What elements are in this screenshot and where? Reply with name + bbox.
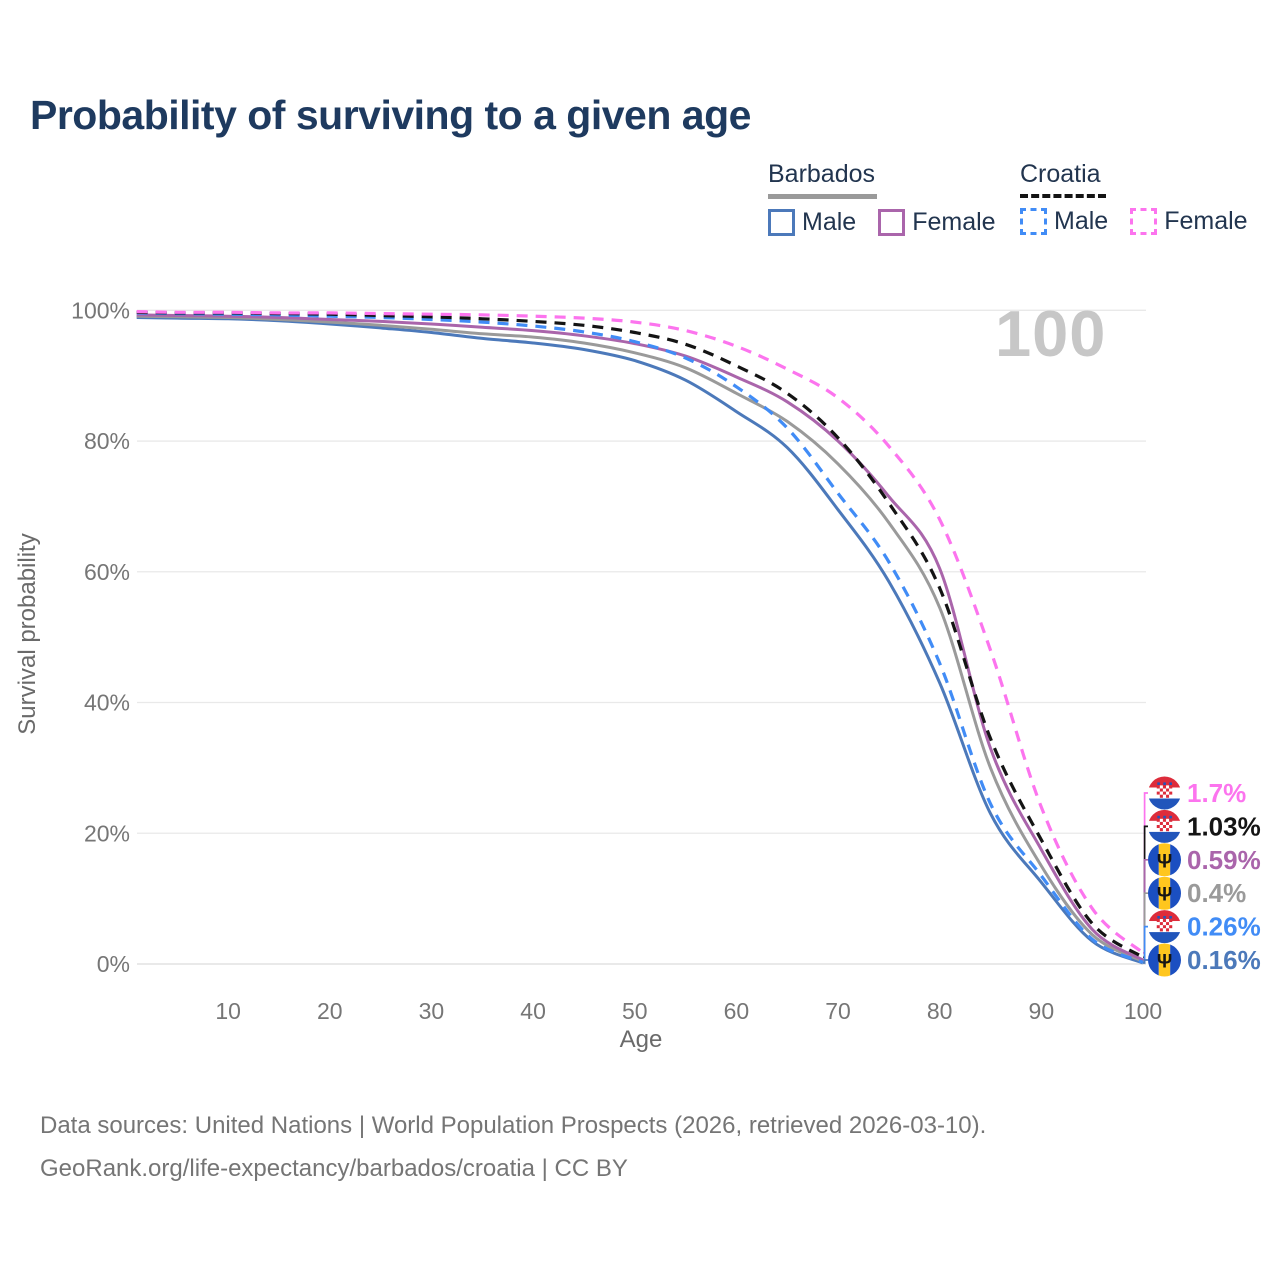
legend-country-label: Barbados bbox=[768, 160, 876, 188]
x-tick-label: 50 bbox=[622, 998, 648, 1024]
attribution-line: GeoRank.org/life-expectancy/barbados/cro… bbox=[40, 1155, 628, 1182]
x-tick-label: 100 bbox=[1124, 998, 1162, 1024]
x-tick-label: 20 bbox=[317, 998, 343, 1024]
x-tick-label: 90 bbox=[1029, 998, 1055, 1024]
y-tick-label: 0% bbox=[97, 951, 130, 977]
svg-text:Ψ: Ψ bbox=[1157, 851, 1172, 872]
legend-group-barbados: Barbados Male Female bbox=[768, 160, 996, 237]
y-tick-label: 100% bbox=[71, 297, 130, 323]
svg-text:Ψ: Ψ bbox=[1157, 885, 1172, 906]
footer: Data sources: United Nations | World Pop… bbox=[40, 1104, 986, 1190]
legend-country-label: Croatia bbox=[1020, 160, 1101, 188]
legend-country-barbados[interactable]: Barbados bbox=[768, 160, 996, 199]
x-tick-label: 60 bbox=[724, 998, 750, 1024]
x-tick-label: 70 bbox=[825, 998, 851, 1024]
legend-group-croatia: Croatia Male Female bbox=[1020, 160, 1248, 236]
x-axis-title: Age bbox=[619, 1026, 663, 1053]
legend-item-label: Male bbox=[802, 208, 857, 236]
end-label-croatia-both-sexes: 1.03% bbox=[1187, 811, 1261, 841]
x-tick-label: 10 bbox=[215, 998, 241, 1024]
y-tick-label: 40% bbox=[84, 690, 130, 716]
legend-item-label: Female bbox=[1164, 207, 1248, 235]
legend-item-barbados-male[interactable]: Male bbox=[768, 208, 856, 237]
end-label-croatia-male: 0.26% bbox=[1187, 912, 1261, 942]
y-tick-label: 80% bbox=[84, 428, 130, 454]
barbados-line-swatch bbox=[768, 194, 877, 199]
croatia-line-swatch bbox=[1020, 194, 1106, 198]
end-label-barbados-male: 0.16% bbox=[1187, 945, 1261, 975]
croatia-flag-icon bbox=[1148, 910, 1181, 944]
legend-item-label: Female bbox=[912, 208, 996, 236]
line-croatia-female[interactable] bbox=[136, 310, 1145, 955]
legend-country-croatia[interactable]: Croatia bbox=[1020, 160, 1248, 198]
end-label-barbados-both-sexes: 0.4% bbox=[1187, 878, 1246, 908]
x-tick-label: 80 bbox=[927, 998, 953, 1024]
line-croatia-both-sexes[interactable] bbox=[136, 310, 1144, 959]
end-label-croatia-female: 1.7% bbox=[1187, 778, 1246, 808]
legend-item-croatia-male[interactable]: Male bbox=[1020, 207, 1108, 236]
barbados-flag-icon: Ψ bbox=[1148, 876, 1181, 910]
data-sources-line: Data sources: United Nations | World Pop… bbox=[40, 1112, 987, 1139]
svg-text:Ψ: Ψ bbox=[1157, 952, 1172, 973]
line-croatia-male[interactable] bbox=[136, 311, 1144, 964]
croatia-flag-icon bbox=[1148, 809, 1181, 843]
line-barbados-male[interactable] bbox=[136, 316, 1144, 965]
hovered-age-watermark: 100 bbox=[995, 297, 1107, 370]
x-tick-label: 40 bbox=[520, 998, 546, 1024]
croatia-flag-icon bbox=[1148, 776, 1181, 810]
croatia-male-checkbox[interactable] bbox=[1020, 208, 1047, 235]
page-title: Probability of surviving to a given age bbox=[30, 92, 751, 138]
line-barbados-both-sexes[interactable] bbox=[136, 314, 1144, 963]
barbados-female-checkbox[interactable] bbox=[878, 209, 906, 236]
barbados-flag-icon: Ψ bbox=[1148, 943, 1181, 977]
barbados-flag-icon: Ψ bbox=[1148, 843, 1181, 877]
barbados-male-checkbox[interactable] bbox=[768, 209, 795, 236]
leader-line-croatia-male bbox=[1143, 925, 1148, 964]
y-tick-label: 60% bbox=[84, 559, 130, 585]
legend-item-croatia-female[interactable]: Female bbox=[1130, 207, 1248, 236]
leader-line-barbados-male bbox=[1143, 959, 1148, 964]
line-barbados-female[interactable] bbox=[136, 313, 1144, 962]
croatia-female-checkbox[interactable] bbox=[1130, 208, 1158, 235]
end-label-barbados-female: 0.59% bbox=[1187, 845, 1261, 875]
x-tick-label: 30 bbox=[419, 998, 445, 1024]
legend-item-barbados-female[interactable]: Female bbox=[878, 208, 996, 237]
y-tick-label: 20% bbox=[84, 820, 130, 846]
y-axis-title: Survival probability bbox=[14, 533, 41, 735]
legend-item-label: Male bbox=[1054, 207, 1109, 235]
